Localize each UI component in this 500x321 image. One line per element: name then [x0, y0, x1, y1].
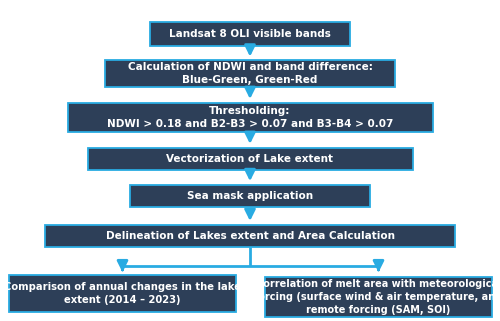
FancyBboxPatch shape: [45, 225, 455, 247]
FancyBboxPatch shape: [150, 22, 350, 46]
Text: Calculation of NDWI and band difference:
Blue-Green, Green-Red: Calculation of NDWI and band difference:…: [128, 62, 372, 85]
FancyBboxPatch shape: [265, 277, 492, 317]
FancyBboxPatch shape: [130, 185, 370, 207]
FancyBboxPatch shape: [88, 148, 412, 170]
Text: Vectorization of Lake extent: Vectorization of Lake extent: [166, 154, 334, 164]
FancyBboxPatch shape: [105, 60, 395, 87]
Text: Delineation of Lakes extent and Area Calculation: Delineation of Lakes extent and Area Cal…: [106, 231, 395, 241]
FancyBboxPatch shape: [8, 275, 236, 312]
Text: Thresholding:
NDWI > 0.18 and B2-B3 > 0.07 and B3-B4 > 0.07: Thresholding: NDWI > 0.18 and B2-B3 > 0.…: [107, 106, 393, 129]
Text: Comparison of annual changes in the lake
extent (2014 – 2023): Comparison of annual changes in the lake…: [4, 282, 241, 305]
Text: Correlation of melt area with meteorological
forcing (surface wind & air tempera: Correlation of melt area with meteorolog…: [254, 279, 500, 315]
Text: Sea mask application: Sea mask application: [187, 191, 313, 201]
Text: Landsat 8 OLI visible bands: Landsat 8 OLI visible bands: [169, 29, 331, 39]
FancyBboxPatch shape: [68, 103, 432, 132]
